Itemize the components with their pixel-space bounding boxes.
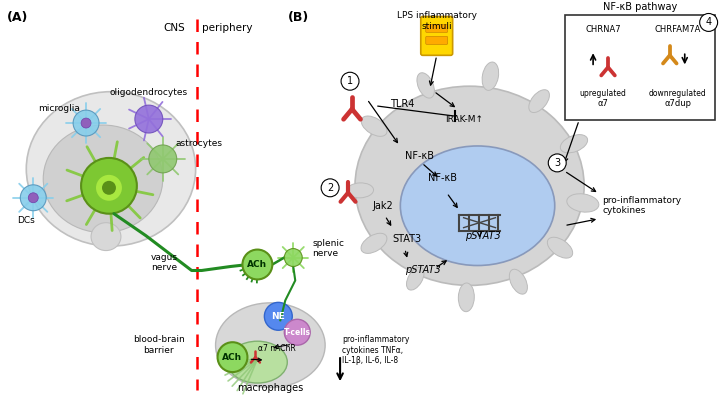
Text: CHRFAM7A: CHRFAM7A xyxy=(654,25,701,34)
Circle shape xyxy=(284,319,310,345)
Circle shape xyxy=(73,110,99,136)
Text: blood-brain
barrier: blood-brain barrier xyxy=(133,335,184,355)
Ellipse shape xyxy=(228,341,287,383)
Text: α7: α7 xyxy=(598,99,608,108)
Ellipse shape xyxy=(407,267,424,290)
Circle shape xyxy=(548,154,566,172)
Text: ACh: ACh xyxy=(222,353,243,362)
Text: pSTAT3: pSTAT3 xyxy=(405,265,441,276)
Text: NF-κB: NF-κB xyxy=(428,173,457,183)
Ellipse shape xyxy=(361,116,387,136)
Circle shape xyxy=(96,175,122,201)
Circle shape xyxy=(284,249,302,267)
Text: upregulated: upregulated xyxy=(580,89,626,98)
Text: oligodendrocytes: oligodendrocytes xyxy=(109,88,188,97)
Circle shape xyxy=(243,249,272,280)
Text: astrocytes: astrocytes xyxy=(176,139,222,148)
Circle shape xyxy=(341,72,359,90)
Text: α7 nAChR: α7 nAChR xyxy=(258,344,296,353)
Text: STAT3: STAT3 xyxy=(393,234,422,244)
Text: 1: 1 xyxy=(347,76,353,86)
Text: T-cells: T-cells xyxy=(284,328,311,337)
Circle shape xyxy=(264,303,292,330)
Text: α7dup: α7dup xyxy=(665,99,691,108)
Text: macrophages: macrophages xyxy=(237,383,303,393)
Ellipse shape xyxy=(560,135,588,153)
Text: pro-inflammatory
cytokines TNFα,
IL-1β, IL-6, IL-8: pro-inflammatory cytokines TNFα, IL-1β, … xyxy=(342,335,410,365)
Text: pSTAT3: pSTAT3 xyxy=(464,230,500,241)
Ellipse shape xyxy=(91,223,121,251)
Text: NE: NE xyxy=(271,312,285,321)
Ellipse shape xyxy=(509,269,528,294)
Circle shape xyxy=(321,179,339,197)
Text: 3: 3 xyxy=(554,158,560,168)
Text: CNS: CNS xyxy=(163,23,185,33)
FancyBboxPatch shape xyxy=(565,15,715,120)
Ellipse shape xyxy=(528,90,549,112)
Circle shape xyxy=(28,193,38,203)
FancyBboxPatch shape xyxy=(420,17,453,55)
Ellipse shape xyxy=(482,62,499,90)
Circle shape xyxy=(81,158,137,214)
Text: splenic
nerve: splenic nerve xyxy=(312,239,344,258)
Circle shape xyxy=(217,342,248,372)
Ellipse shape xyxy=(361,233,387,253)
FancyBboxPatch shape xyxy=(426,36,448,44)
Text: periphery: periphery xyxy=(202,23,252,33)
Ellipse shape xyxy=(417,73,434,98)
Text: IRAK-M↑: IRAK-M↑ xyxy=(446,114,484,124)
Text: (B): (B) xyxy=(288,11,310,25)
Text: NF-κB: NF-κB xyxy=(405,151,434,161)
Ellipse shape xyxy=(27,92,196,246)
Circle shape xyxy=(102,181,116,195)
Ellipse shape xyxy=(215,303,325,388)
Text: TLR4: TLR4 xyxy=(390,99,414,109)
Text: vagus
nerve: vagus nerve xyxy=(150,253,177,272)
Text: NF-κB pathway: NF-κB pathway xyxy=(603,2,677,13)
Text: CHRNA7: CHRNA7 xyxy=(585,25,621,34)
Ellipse shape xyxy=(346,183,374,198)
Text: ACh: ACh xyxy=(248,260,267,269)
Text: pro-inflammatory
cytokines: pro-inflammatory cytokines xyxy=(602,196,681,215)
Text: downregulated: downregulated xyxy=(649,89,706,98)
Circle shape xyxy=(700,13,718,31)
Text: microglia: microglia xyxy=(38,104,80,112)
Text: Jak2: Jak2 xyxy=(373,201,394,211)
Ellipse shape xyxy=(43,125,163,232)
FancyBboxPatch shape xyxy=(426,25,448,32)
Ellipse shape xyxy=(459,283,474,312)
Text: (A): (A) xyxy=(7,11,29,25)
Circle shape xyxy=(20,185,46,211)
Ellipse shape xyxy=(567,194,599,212)
Circle shape xyxy=(81,118,91,128)
Ellipse shape xyxy=(547,237,572,258)
Ellipse shape xyxy=(400,146,554,265)
Circle shape xyxy=(135,105,163,133)
Circle shape xyxy=(149,145,176,173)
Text: LPS inflammatory
stimuli: LPS inflammatory stimuli xyxy=(397,11,477,31)
Ellipse shape xyxy=(355,86,584,286)
Text: 2: 2 xyxy=(327,183,333,193)
Text: DCs: DCs xyxy=(17,216,35,225)
Text: 4: 4 xyxy=(706,17,711,27)
